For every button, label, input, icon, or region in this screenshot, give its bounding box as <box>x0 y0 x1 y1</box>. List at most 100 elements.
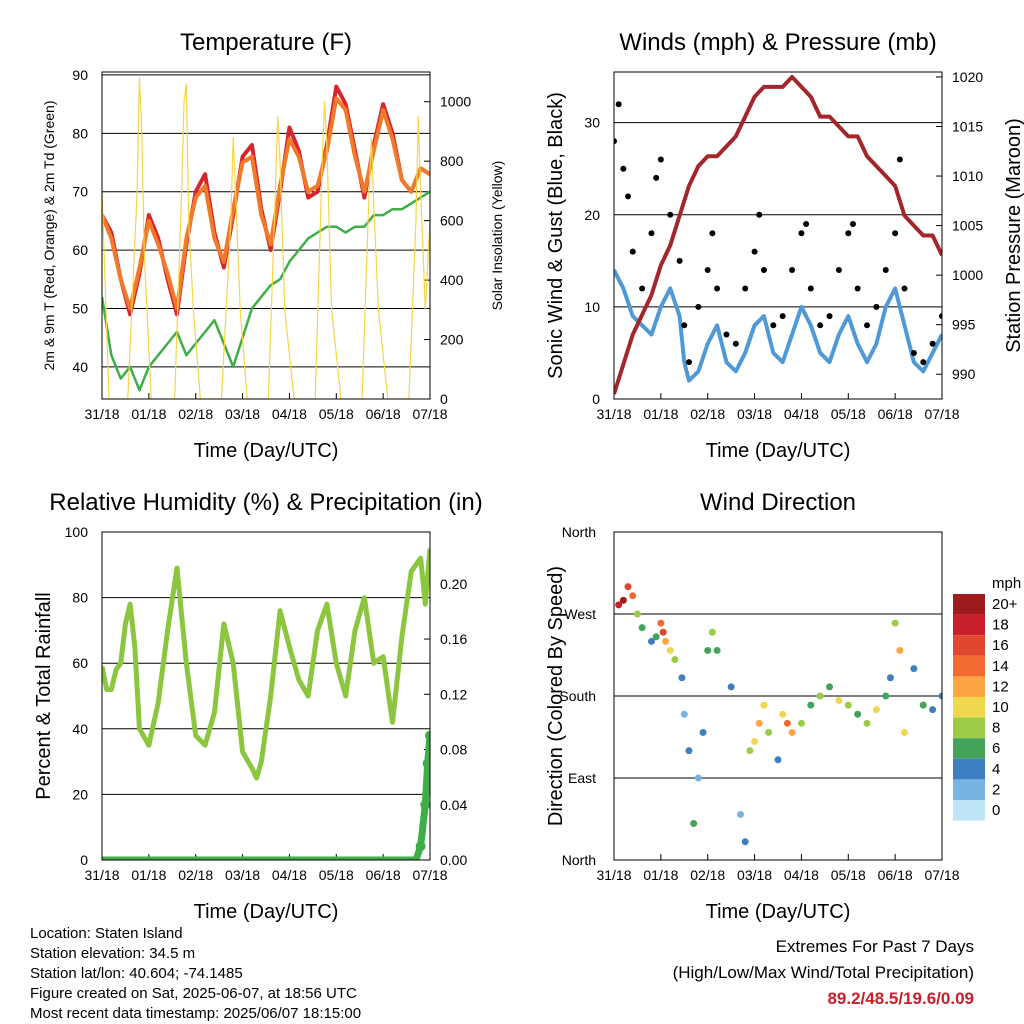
humidity-precip-panel: Relative Humidity (%) & Precipitation (i… <box>33 489 483 923</box>
y-tick-label: 50 <box>72 300 88 316</box>
y-axis-label: Direction (Colored By Speed) <box>545 566 567 826</box>
x-tick-label: 05/18 <box>831 406 866 422</box>
x-tick-label: 01/18 <box>131 406 166 422</box>
station-pressure-line <box>614 74 942 395</box>
panel-title: Temperature (F) <box>180 29 352 56</box>
direction-point <box>760 701 768 709</box>
legend-label: 8 <box>992 720 1000 737</box>
y-tick-label: 100 <box>65 524 89 540</box>
y-tick-label: 0 <box>592 391 600 407</box>
y-axis-label: Sonic Wind & Gust (Blue, Black) <box>545 92 567 379</box>
9m-t-line <box>102 96 430 311</box>
direction-point <box>659 628 667 636</box>
direction-point <box>690 820 698 828</box>
gust-point <box>667 211 674 218</box>
direction-point <box>826 683 834 691</box>
direction-point <box>788 728 796 736</box>
x-tick-label: 06/18 <box>878 406 913 422</box>
gust-point <box>910 349 917 356</box>
gust-point <box>770 322 777 329</box>
y2-tick-label: 0.20 <box>440 576 467 592</box>
legend-swatch <box>953 614 985 636</box>
gust-point <box>864 322 871 329</box>
gust-point <box>854 285 861 292</box>
y-tick-label: 80 <box>72 125 88 141</box>
x-tick-label: 02/18 <box>690 867 725 883</box>
legend-label: 10 <box>992 699 1009 716</box>
created-text: Figure created on Sat, 2025-06-07, at 18… <box>30 985 357 1002</box>
gust-point <box>779 313 786 320</box>
y2-tick-label: 1000 <box>440 94 471 110</box>
legend-swatch <box>953 635 985 656</box>
legend-swatch <box>953 800 985 821</box>
extremes-subheading: (High/Low/Max Wind/Total Precipitation) <box>672 963 974 982</box>
x-tick-label: 06/18 <box>366 406 401 422</box>
y2-tick-label: 1010 <box>952 168 983 184</box>
precip-point <box>415 841 426 852</box>
gust-point <box>648 230 655 237</box>
y2-tick-label: 990 <box>952 366 976 382</box>
gust-point <box>723 331 730 338</box>
precip-point <box>425 730 430 741</box>
gust-point <box>803 220 810 227</box>
legend-swatch <box>953 655 985 677</box>
legend-swatch <box>953 676 985 697</box>
plot-frame <box>613 71 943 400</box>
gust-point <box>676 257 683 264</box>
x-tick-label: 03/18 <box>737 867 772 883</box>
gust-point <box>896 156 903 163</box>
y-tick-label: 90 <box>72 67 88 83</box>
gust-point <box>873 303 880 310</box>
y-tick-label: West <box>564 606 596 622</box>
gust-point <box>817 322 824 329</box>
y2-tick-label: 1000 <box>952 267 983 283</box>
x-tick-label: 06/18 <box>366 867 401 883</box>
legend-swatch <box>953 697 985 718</box>
legend-swatch <box>953 594 985 615</box>
gust-point <box>760 267 767 274</box>
y-tick-label: 0 <box>80 852 88 868</box>
speed-legend: mph 20+ 18 16 14 12 10 8 6 4 2 0 <box>953 575 1021 821</box>
y2-axis-label: Station Pressure (Maroon) <box>1003 118 1024 353</box>
y-tick-label: 80 <box>72 590 88 606</box>
direction-point <box>765 728 773 736</box>
wind-direction-panel: Wind Direction 31/18 01/18 02/18 03/18 04/18 0… <box>545 489 960 923</box>
y-tick-label: North <box>562 524 596 540</box>
gust-point <box>709 230 716 237</box>
direction-point <box>774 756 782 764</box>
recent-text: Most recent data timestamp: 2025/06/07 1… <box>30 1005 362 1022</box>
direction-point <box>844 701 852 709</box>
extremes-box: Extremes For Past 7 Days (High/Low/Max W… <box>673 934 974 1012</box>
direction-point <box>751 738 759 746</box>
direction-point <box>938 692 942 700</box>
direction-point <box>699 728 707 736</box>
gust-point <box>742 285 749 292</box>
x-tick-label: 05/18 <box>831 867 866 883</box>
y2-tick-label: 0.00 <box>440 852 467 868</box>
direction-point <box>629 592 637 600</box>
y-tick-label: 40 <box>72 359 88 375</box>
x-tick-label: 02/18 <box>690 406 725 422</box>
y2-tick-label: 400 <box>440 272 464 288</box>
x-axis-label: Time (Day/UTC) <box>194 440 339 462</box>
direction-point <box>807 701 815 709</box>
y2-tick-label: 1020 <box>952 69 983 85</box>
elevation-text: Station elevation: 34.5 m <box>30 945 196 962</box>
y2-tick-label: 1015 <box>952 119 983 135</box>
x-tick-label: 02/18 <box>178 406 213 422</box>
direction-point <box>708 628 716 636</box>
gust-point <box>845 230 852 237</box>
direction-point <box>910 665 918 673</box>
x-tick-label: 31/18 <box>84 867 119 883</box>
legend-label: 16 <box>992 637 1009 654</box>
gust-point <box>653 174 660 181</box>
direction-point <box>891 619 899 627</box>
gust-point <box>657 156 664 163</box>
legend-label: 12 <box>992 678 1009 695</box>
x-tick-label: 04/18 <box>272 406 307 422</box>
gust-point <box>681 322 688 329</box>
direction-point <box>704 646 712 654</box>
y-tick-label: 40 <box>72 721 88 737</box>
x-tick-label: 03/18 <box>225 867 260 883</box>
